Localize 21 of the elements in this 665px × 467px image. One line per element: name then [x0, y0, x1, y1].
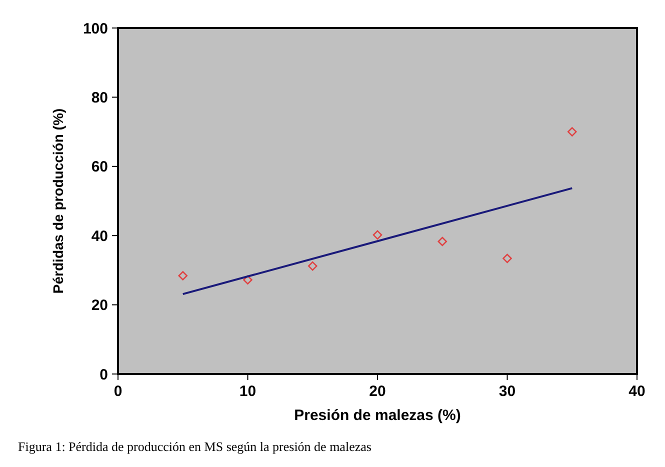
point — [243, 275, 252, 285]
y-tick-label: 40 — [91, 228, 108, 245]
x-tick-label: 10 — [239, 383, 256, 400]
y-tick-label: 0 — [100, 366, 108, 384]
x-tick-label: 30 — [498, 383, 516, 400]
point — [502, 254, 512, 264]
x-tick-label: 40 — [628, 383, 646, 400]
x-tick-label: 20 — [369, 383, 386, 400]
x-tick-label: 0 — [114, 383, 122, 400]
y-tick-label: 60 — [91, 158, 108, 176]
point — [308, 261, 318, 271]
point — [438, 236, 448, 246]
y-tick-label: 80 — [91, 89, 108, 106]
y-tick-label: 20 — [91, 297, 108, 314]
y-axis-title: Pérdidas de producción (%) — [50, 108, 66, 294]
point — [372, 230, 382, 240]
point — [178, 271, 188, 280]
y-tick-label: 100 — [82, 20, 108, 38]
x-axis-title: Presión de malezas (%) — [294, 407, 461, 424]
point — [567, 127, 577, 136]
text: Figura 1: Pérdida de producción en MS según la presión de malezas — [18, 439, 372, 454]
